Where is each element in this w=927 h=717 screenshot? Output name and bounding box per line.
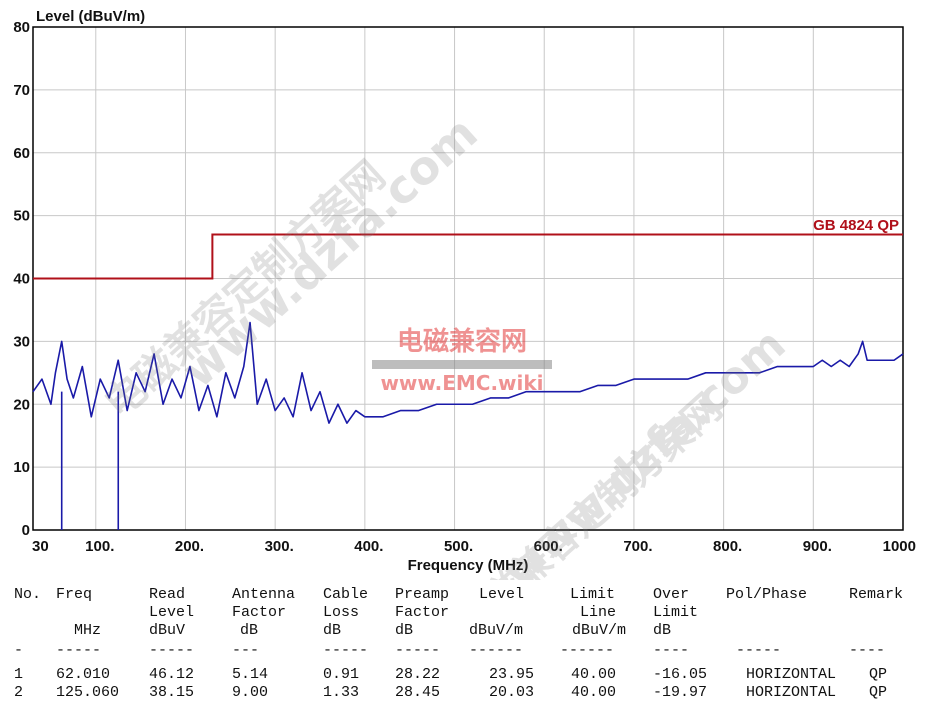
- x-axis-label: Frequency (MHz): [408, 557, 529, 574]
- cell: -----: [736, 642, 782, 659]
- cell: 46.12: [149, 666, 195, 683]
- cell: Line: [580, 604, 617, 621]
- cell: Read: [149, 586, 186, 603]
- watermark-diag-2: 电磁兼容定制方案网: [96, 152, 394, 427]
- cell: 62.010: [56, 666, 111, 683]
- cell: 5.14: [232, 666, 269, 683]
- emission-trace: [32, 321, 904, 530]
- cell: dB: [323, 622, 342, 639]
- cell: 9.00: [232, 684, 269, 701]
- x-axis-ticks: 30 100. 200. 300. 400. 500. 600. 700. 800. 900. 10…: [32, 538, 916, 555]
- y-tick-label-2: 20: [13, 396, 30, 413]
- cell: -----: [395, 642, 441, 659]
- x-tick-label-5: 500.: [444, 538, 473, 555]
- table-row: 2 125.060 38.15 9.00 1.33 28.45 20.03 40.00 -19.…: [14, 684, 919, 702]
- cell: Level: [149, 604, 195, 621]
- cell: dBuV/m: [572, 622, 627, 639]
- cell: Antenna: [232, 586, 296, 603]
- cell: Limit: [653, 604, 699, 621]
- x-tick-label-9: 900.: [803, 538, 832, 555]
- cell: Remark: [849, 586, 904, 603]
- cell: Level: [479, 586, 525, 603]
- cell: Loss: [323, 604, 360, 621]
- cell: ------: [560, 642, 615, 659]
- cell: 0.91: [323, 666, 360, 683]
- cell: Factor: [232, 604, 287, 621]
- limit-line-path: [33, 233, 903, 280]
- cell: ------: [469, 642, 524, 659]
- cell: Pol/Phase: [726, 586, 808, 603]
- table-divider-row: - ----- ----- --- ----- ----- ------ ------ ----…: [14, 642, 919, 660]
- y-tick-label-8: 80: [13, 19, 30, 36]
- cell: 28.45: [395, 684, 441, 701]
- cell: Freq: [56, 586, 93, 603]
- cell: -16.05: [653, 666, 708, 683]
- emission-chart: 0 10 20 30 40 50 60 70 80 30 100. 200. 300. 400. 500.…: [13, 8, 916, 580]
- cell: HORIZONTAL: [746, 684, 837, 701]
- cell: -: [14, 642, 24, 659]
- cell: -19.97: [653, 684, 708, 701]
- cell: 125.060: [56, 684, 120, 701]
- y-tick-label-0: 0: [22, 522, 30, 539]
- cell: 40.00: [571, 666, 617, 683]
- y-tick-label-7: 70: [13, 82, 30, 99]
- cell: -----: [56, 642, 102, 659]
- y-tick-label-1: 10: [13, 459, 30, 476]
- cell: ----: [849, 642, 886, 659]
- cell: Over: [653, 586, 690, 603]
- y-axis-ticks: 0 10 20 30 40 50 60 70 80: [13, 19, 30, 539]
- y-tick-label-5: 50: [13, 208, 30, 225]
- cell: -----: [149, 642, 195, 659]
- cell: ---: [232, 642, 260, 659]
- cell: QP: [869, 684, 888, 701]
- x-tick-label-4: 400.: [354, 538, 383, 555]
- limit-line-label: GB 4824 QP: [813, 217, 899, 234]
- x-tick-label-0: 30: [32, 538, 49, 555]
- trace-line: [32, 321, 904, 424]
- x-tick-label-2: 200.: [175, 538, 204, 555]
- cell: dB: [653, 622, 672, 639]
- cell: Preamp: [395, 586, 450, 603]
- y-tick-label-3: 30: [13, 333, 30, 350]
- cell: 23.95: [489, 666, 535, 683]
- cell: dB: [395, 622, 414, 639]
- cell: -----: [323, 642, 369, 659]
- x-tick-label-6: 600.: [534, 538, 563, 555]
- cell: HORIZONTAL: [746, 666, 837, 683]
- watermark-site-en: www.EMC.wiki: [380, 371, 543, 395]
- cell: 38.15: [149, 684, 195, 701]
- cell: No.: [14, 586, 42, 603]
- cell: Factor: [395, 604, 450, 621]
- watermark: 电磁兼容网 www.EMC.wiki: [372, 326, 552, 395]
- cell: 28.22: [395, 666, 441, 683]
- table-header-row: No. Freq Read Antenna Cable Preamp Level Limit O…: [14, 586, 919, 604]
- x-tick-label-1: 100.: [85, 538, 114, 555]
- cell: Limit: [570, 586, 616, 603]
- x-tick-label-10: 1000: [883, 538, 916, 555]
- cell: 40.00: [571, 684, 617, 701]
- cell: 1.33: [323, 684, 360, 701]
- x-tick-label-7: 700.: [623, 538, 652, 555]
- cell: 20.03: [489, 684, 535, 701]
- cell: dB: [240, 622, 259, 639]
- watermark-site-cn: 电磁兼容网: [397, 326, 527, 357]
- y-tick-label-6: 60: [13, 145, 30, 162]
- table-header-row: MHz dBuV dB dB dB dBuV/m dBuV/m dB: [14, 622, 919, 640]
- y-tick-label-4: 40: [13, 271, 30, 288]
- limit-line: [33, 233, 903, 280]
- cell: MHz: [74, 622, 102, 639]
- cell: 2: [14, 684, 24, 701]
- cell: QP: [869, 666, 888, 683]
- table-row: 1 62.010 46.12 5.14 0.91 28.22 23.95 40.00 -16.0…: [14, 666, 919, 684]
- cell: dBuV/m: [469, 622, 524, 639]
- cell: dBuV: [149, 622, 186, 639]
- watermark-bar: [372, 360, 552, 369]
- cell: 1: [14, 666, 24, 683]
- table-header-row: Level Factor Loss Factor Line Limit: [14, 604, 919, 622]
- cell: ----: [653, 642, 690, 659]
- cell: Cable: [323, 586, 369, 603]
- chart-title: Level (dBuV/m): [36, 8, 145, 25]
- x-tick-label-3: 300.: [265, 538, 294, 555]
- x-tick-label-8: 800.: [713, 538, 742, 555]
